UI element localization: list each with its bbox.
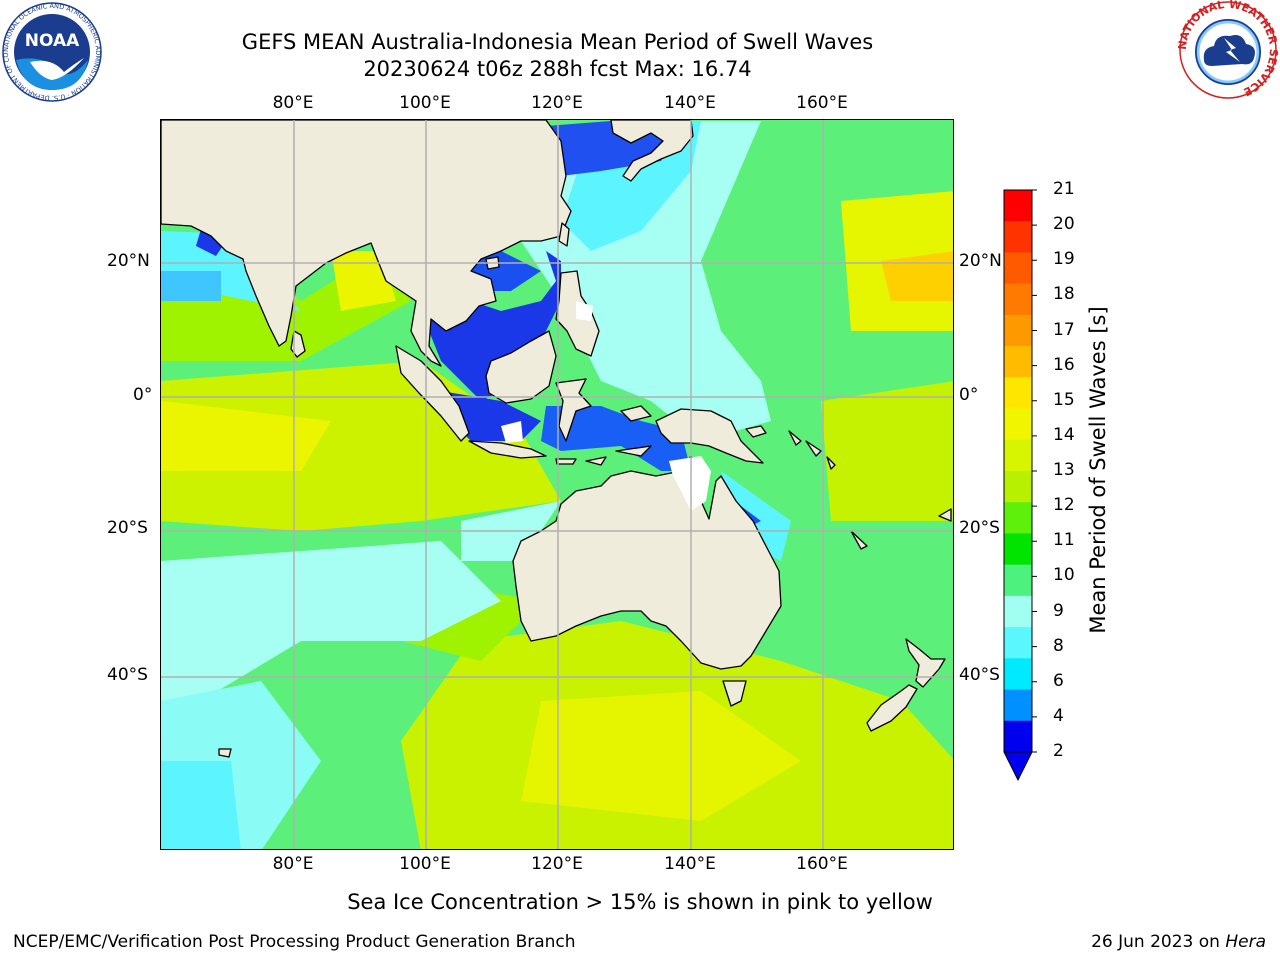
lat-label-right: 40°S bbox=[959, 665, 1000, 685]
lon-label-top: 160°E bbox=[796, 93, 848, 113]
colorbar-swatch bbox=[1004, 658, 1032, 691]
colorbar bbox=[1003, 189, 1037, 782]
lon-label-bottom: 160°E bbox=[796, 854, 848, 874]
colorbar-tick-label: 11 bbox=[1053, 530, 1075, 551]
lat-label-left: 20°N bbox=[107, 251, 150, 271]
chart-subtitle: 20230624 t06z 288h fcst Max: 16.74 bbox=[363, 57, 752, 81]
new-zealand-south-island bbox=[866, 684, 918, 732]
kerguelen-island bbox=[218, 748, 232, 758]
colorbar-tick-label: 17 bbox=[1053, 319, 1075, 340]
lon-label-top: 100°E bbox=[399, 93, 451, 113]
colorbar-swatch bbox=[1004, 627, 1032, 659]
colorbar-swatch bbox=[1004, 720, 1032, 753]
date-text: 26 Jun 2023 on Hera bbox=[1091, 932, 1266, 952]
sulawesi-island bbox=[555, 378, 592, 442]
colorbar-swatch bbox=[1004, 377, 1032, 410]
lat-label-left: 20°S bbox=[107, 518, 148, 538]
borneo-island bbox=[485, 330, 557, 404]
colorbar-extend-arrow bbox=[1003, 751, 1033, 782]
new-guinea-island bbox=[655, 408, 764, 464]
colorbar-tick-label: 4 bbox=[1053, 705, 1064, 726]
date-prefix: 26 Jun 2023 on bbox=[1091, 932, 1226, 952]
lat-label-right: 20°S bbox=[959, 518, 1000, 538]
lon-label-bottom: 100°E bbox=[399, 854, 451, 874]
colorbar-swatch bbox=[1004, 439, 1032, 472]
colorbar-title: Mean Period of Swell Waves [s] bbox=[1086, 306, 1110, 634]
colorbar-swatch bbox=[1004, 283, 1032, 316]
colorbar-swatch bbox=[1004, 471, 1032, 503]
colorbar-tick-label: 13 bbox=[1053, 460, 1075, 480]
lon-label-top: 120°E bbox=[531, 93, 583, 113]
colorbar-tick-label: 12 bbox=[1053, 495, 1075, 516]
colorbar-swatch bbox=[1004, 533, 1032, 566]
no-data-patches bbox=[501, 301, 711, 511]
nws-logo: NATIONAL WEATHER SERVICE bbox=[1176, 0, 1280, 100]
colorbar-tick-label: 20 bbox=[1053, 214, 1075, 235]
lat-label-left: 0° bbox=[133, 385, 153, 405]
swell-period-map bbox=[161, 120, 953, 849]
japan-island bbox=[610, 120, 694, 182]
colorbar-tick-label: 2 bbox=[1053, 741, 1064, 761]
new-zealand-north-island bbox=[905, 638, 946, 688]
colorbar-swatch bbox=[1004, 564, 1032, 597]
graticule bbox=[161, 120, 953, 849]
lat-label-left: 40°S bbox=[107, 665, 148, 685]
colorbar-tick-label: 21 bbox=[1053, 179, 1075, 199]
asia-landmass bbox=[161, 120, 572, 367]
lon-label-bottom: 80°E bbox=[272, 854, 314, 874]
colorbar-swatch bbox=[1004, 252, 1032, 285]
taiwan-island bbox=[558, 222, 570, 247]
lon-label-top: 80°E bbox=[272, 93, 314, 113]
colorbar-swatch bbox=[1004, 221, 1032, 253]
noaa-logo: NATIONAL OCEANIC AND ATMOSPHERIC ADMINIS… bbox=[0, 0, 102, 102]
colorbar-tick-label: 15 bbox=[1053, 389, 1075, 410]
lat-label-right: 0° bbox=[959, 385, 979, 405]
colorbar-tick-label: 9 bbox=[1053, 600, 1064, 621]
colorbar-swatch bbox=[1004, 689, 1032, 722]
colorbar-swatch bbox=[1004, 346, 1032, 378]
colorbar-tick-label: 10 bbox=[1053, 565, 1075, 586]
lon-label-bottom: 120°E bbox=[531, 854, 583, 874]
date-host: Hera bbox=[1225, 932, 1266, 952]
chart-title: GEFS MEAN Australia-Indonesia Mean Perio… bbox=[241, 30, 874, 54]
colorbar-swatch bbox=[1004, 502, 1032, 534]
colorbar-swatch bbox=[1004, 314, 1032, 347]
colorbar-swatch bbox=[1004, 190, 1032, 222]
colorbar-tick-label: 6 bbox=[1053, 670, 1064, 691]
lon-label-top: 140°E bbox=[664, 93, 716, 113]
colorbar-tick-label: 16 bbox=[1053, 354, 1075, 375]
lon-label-bottom: 140°E bbox=[664, 854, 716, 874]
colorbar-swatch bbox=[1004, 408, 1032, 441]
sumatra-island bbox=[395, 345, 470, 442]
colorbar-tick-label: 8 bbox=[1053, 635, 1064, 656]
credit-text: NCEP/EMC/Verification Post Processing Pr… bbox=[13, 932, 576, 952]
land-masses bbox=[161, 120, 952, 758]
java-island bbox=[468, 440, 547, 459]
colorbar-tick-label: 18 bbox=[1053, 284, 1075, 305]
colorbar-swatch bbox=[1004, 595, 1032, 628]
svg-text:NOAA: NOAA bbox=[25, 31, 80, 51]
map-panel[interactable] bbox=[160, 119, 954, 850]
lat-label-right: 20°N bbox=[959, 251, 1002, 271]
sea-ice-note: Sea Ice Concentration > 15% is shown in … bbox=[347, 890, 933, 914]
colorbar-tick-label: 19 bbox=[1053, 249, 1075, 270]
tasmania-island bbox=[722, 680, 747, 707]
colorbar-tick-label: 14 bbox=[1053, 424, 1075, 445]
